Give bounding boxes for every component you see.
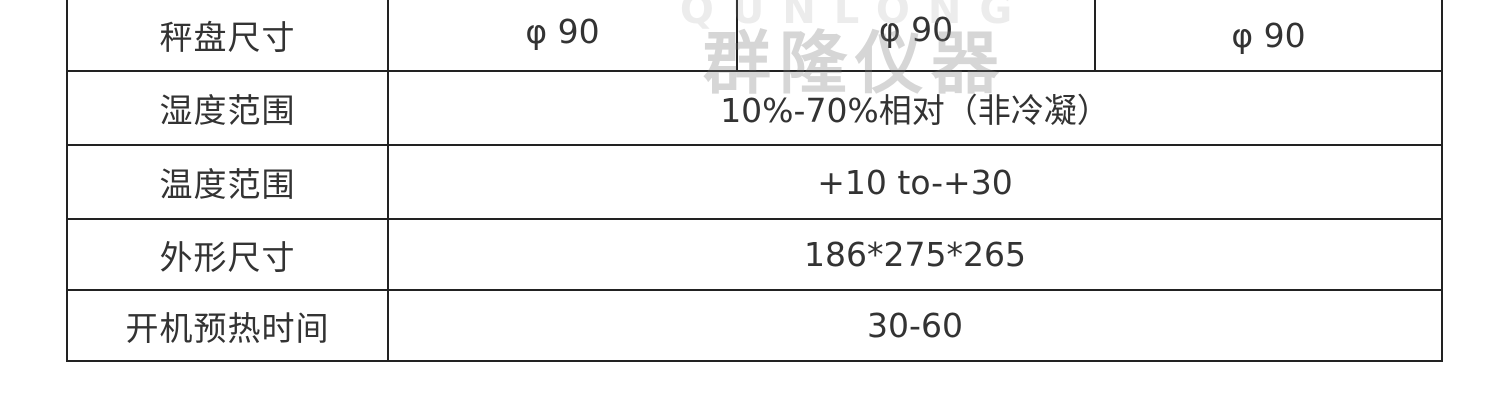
spec-label-dimensions: 外形尺寸: [66, 218, 389, 291]
spec-label-temperature-range: 温度范围: [66, 144, 389, 220]
table-row: 外形尺寸 186*275*265: [66, 218, 1443, 291]
spec-value-humidity-range: 10%-70%相对（非冷凝）: [387, 70, 1443, 146]
spec-table: 秤盘尺寸 φ 90 φ 90 φ 90 湿度范围 10%-70%相对（非冷凝） …: [66, 0, 1443, 362]
table-row: 开机预热时间 30-60: [66, 289, 1443, 362]
spec-label-humidity-range: 湿度范围: [66, 70, 389, 146]
spec-value-pan-size-2: φ 90: [736, 0, 1096, 72]
spec-value-pan-size-3: φ 90: [1094, 0, 1443, 72]
spec-value-warmup-time: 30-60: [387, 289, 1443, 362]
spec-label-pan-size: 秤盘尺寸: [66, 0, 389, 72]
spec-label-warmup-time: 开机预热时间: [66, 289, 389, 362]
spec-value-dimensions: 186*275*265: [387, 218, 1443, 291]
spec-value-pan-size-1: φ 90: [387, 0, 738, 72]
table-row: 秤盘尺寸 φ 90 φ 90 φ 90: [66, 0, 1443, 72]
spec-value-temperature-range: +10 to-+30: [387, 144, 1443, 220]
table-row: 温度范围 +10 to-+30: [66, 144, 1443, 220]
table-row: 湿度范围 10%-70%相对（非冷凝）: [66, 70, 1443, 146]
